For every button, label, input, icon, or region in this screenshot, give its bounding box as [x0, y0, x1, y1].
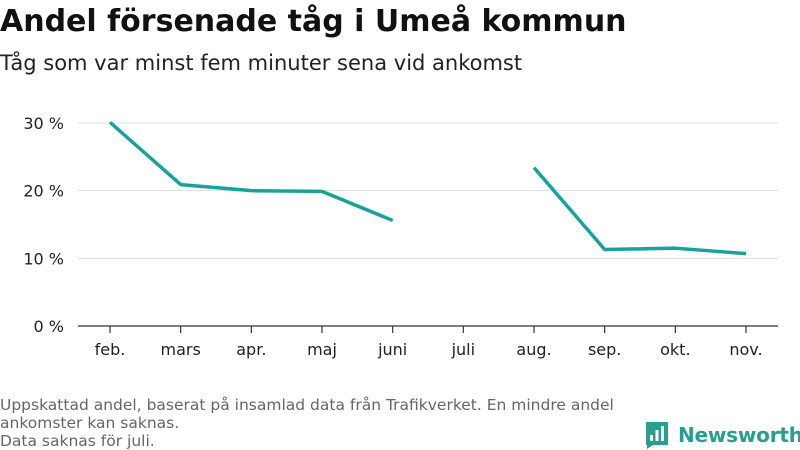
x-tick-label: okt. [660, 340, 690, 359]
series-line [532, 166, 747, 256]
y-tick-label: 20 % [23, 182, 64, 201]
y-tick-label: 10 % [23, 249, 64, 268]
brand-name: Newsworthy [678, 423, 800, 447]
line-chart: 0 % 10 % 20 % 30 % feb. mars apr. maj juni juli au… [23, 114, 778, 359]
footer-line-2: ankomster kan saknas. [0, 414, 180, 432]
newsworthy-logo: Newsworthy [644, 420, 800, 450]
x-tick-label: feb. [95, 340, 126, 359]
x-tick-label: aug. [516, 340, 551, 359]
x-tick-label: maj [307, 340, 337, 359]
footer-line-3: Data saknas för juli. [0, 432, 155, 450]
footer-note: Uppskattad andel, baserat på insamlad da… [0, 396, 630, 450]
x-tick-label: sep. [588, 340, 621, 359]
x-tick-label: nov. [729, 340, 762, 359]
chart-subtitle: Tåg som var minst fem minuter sena vid a… [0, 51, 523, 75]
y-tick-label: 30 % [23, 114, 64, 133]
x-tick-label: mars [161, 340, 201, 359]
y-tick-label: 0 % [34, 317, 64, 336]
bar-chart-logo-icon [646, 422, 668, 449]
footer-line-1: Uppskattad andel, baserat på insamlad da… [0, 396, 614, 414]
chart-title: Andel försenade tåg i Umeå kommun [0, 4, 627, 39]
x-tick-label: apr. [236, 340, 266, 359]
series-line [108, 121, 394, 223]
x-tick-label: juni [377, 340, 407, 359]
x-tick-label: juli [451, 340, 475, 359]
